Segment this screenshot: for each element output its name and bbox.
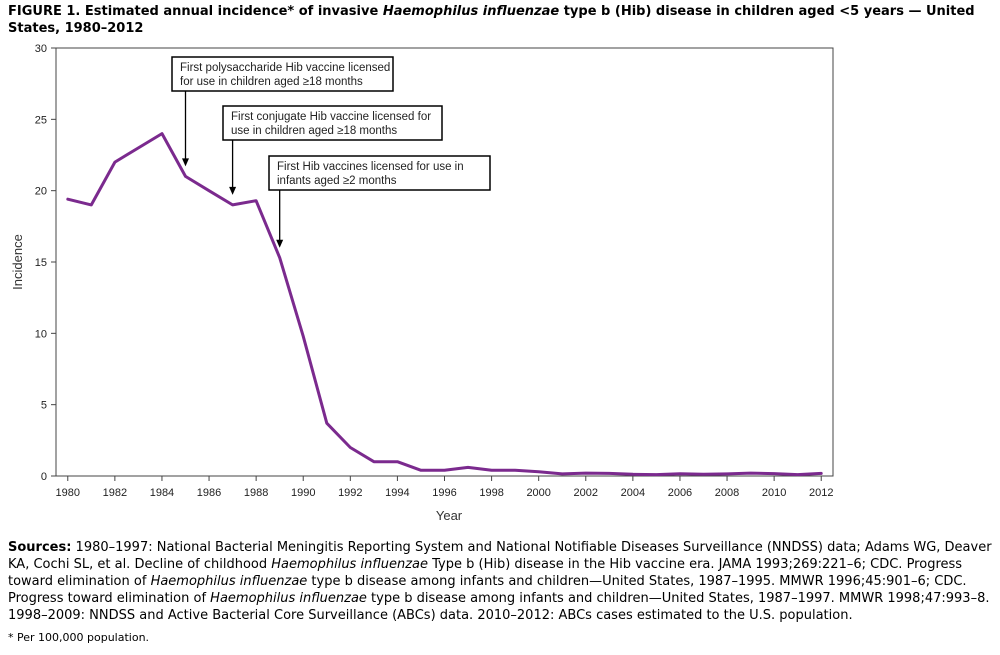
- x-tick-label: 1988: [244, 487, 268, 499]
- x-tick-label: 2006: [668, 487, 692, 499]
- sources-italic-2: Haemophilus influenzae: [150, 574, 308, 589]
- x-tick-label: 2008: [715, 487, 739, 499]
- annotation-text: for use in children aged ≥18 months: [180, 76, 363, 88]
- footnote: * Per 100,000 population.: [8, 631, 150, 644]
- y-tick-label: 25: [35, 114, 47, 126]
- y-tick-label: 10: [35, 328, 47, 340]
- annotation-text: First polysaccharide Hib vaccine license…: [180, 62, 390, 74]
- annotation-text: infants aged ≥2 months: [277, 175, 397, 187]
- sources-text-3: type b disease among infants and childre…: [8, 574, 967, 606]
- x-tick-label: 1992: [338, 487, 362, 499]
- annotation-arrow-head: [182, 158, 189, 167]
- annotation-text: First Hib vaccines licensed for use in: [277, 161, 464, 173]
- figure-title-italic: Haemophilus influenzae: [382, 4, 560, 19]
- figure-title-lead: FIGURE 1. Estimated annual incidence* of…: [8, 4, 383, 19]
- x-tick-label: 2004: [621, 487, 645, 499]
- y-tick-label: 30: [35, 43, 47, 55]
- y-axis-label: Incidence: [10, 234, 25, 290]
- annotation-box: [222, 105, 443, 141]
- incidence-series-line: [66, 132, 823, 477]
- x-tick-label: 2000: [526, 487, 550, 499]
- x-tick-label: 1980: [56, 487, 80, 499]
- y-tick-label: 15: [35, 257, 47, 269]
- y-tick-label: 0: [41, 471, 47, 483]
- annotation-callout: First conjugate Hib vaccine licensed for…: [222, 105, 443, 195]
- x-tick-label: 1998: [479, 487, 503, 499]
- x-tick-label: 2010: [762, 487, 786, 499]
- sources-text-4: type b disease among infants and childre…: [8, 591, 990, 623]
- x-tick-label: 1982: [103, 487, 127, 499]
- annotation-text: use in children aged ≥18 months: [231, 125, 397, 137]
- x-tick-label: 2012: [809, 487, 833, 499]
- annotation-text: First conjugate Hib vaccine licensed for: [231, 111, 431, 123]
- x-tick-label: 1986: [197, 487, 221, 499]
- incidence-line-chart: 0 5 10 15 20 25 30 1980 1982 1984 1986 1988 1990 1992…: [10, 43, 834, 523]
- annotation-arrow-head: [229, 186, 237, 195]
- y-tick-label: 5: [41, 400, 47, 412]
- annotation-box: [268, 155, 491, 191]
- sources-note: Sources: 1980–1997: National Bacterial M…: [8, 539, 993, 624]
- x-tick-label: 1984: [150, 487, 174, 499]
- x-tick-label: 2002: [574, 487, 598, 499]
- figure-title-tail: type b (Hib) disease in children aged <5…: [8, 4, 975, 36]
- x-tick-label: 1994: [385, 487, 409, 499]
- plot-frame: [55, 47, 834, 477]
- sources-label: Sources:: [8, 540, 72, 555]
- sources-text-2: Type b (Hib) disease in the Hib vaccine …: [8, 557, 963, 589]
- x-tick-label: 1996: [432, 487, 456, 499]
- sources-italic-1: Haemophilus influenzae: [271, 557, 428, 572]
- figure-title: FIGURE 1. Estimated annual incidence* of…: [8, 3, 993, 37]
- sources-text-1: 1980–1997: National Bacterial Meningitis…: [8, 540, 992, 572]
- x-axis-label: Year: [436, 508, 463, 523]
- y-tick-label: 20: [35, 186, 47, 198]
- annotation-callout: First Hib vaccines licensed for use in in…: [268, 155, 491, 248]
- sources-italic-3: Haemophilus influenzae: [210, 591, 367, 606]
- annotation-arrow-head: [276, 239, 284, 248]
- x-tick-label: 1990: [291, 487, 315, 499]
- annotation-box: [171, 56, 394, 92]
- annotation-callout: First polysaccharide Hib vaccine license…: [171, 56, 394, 167]
